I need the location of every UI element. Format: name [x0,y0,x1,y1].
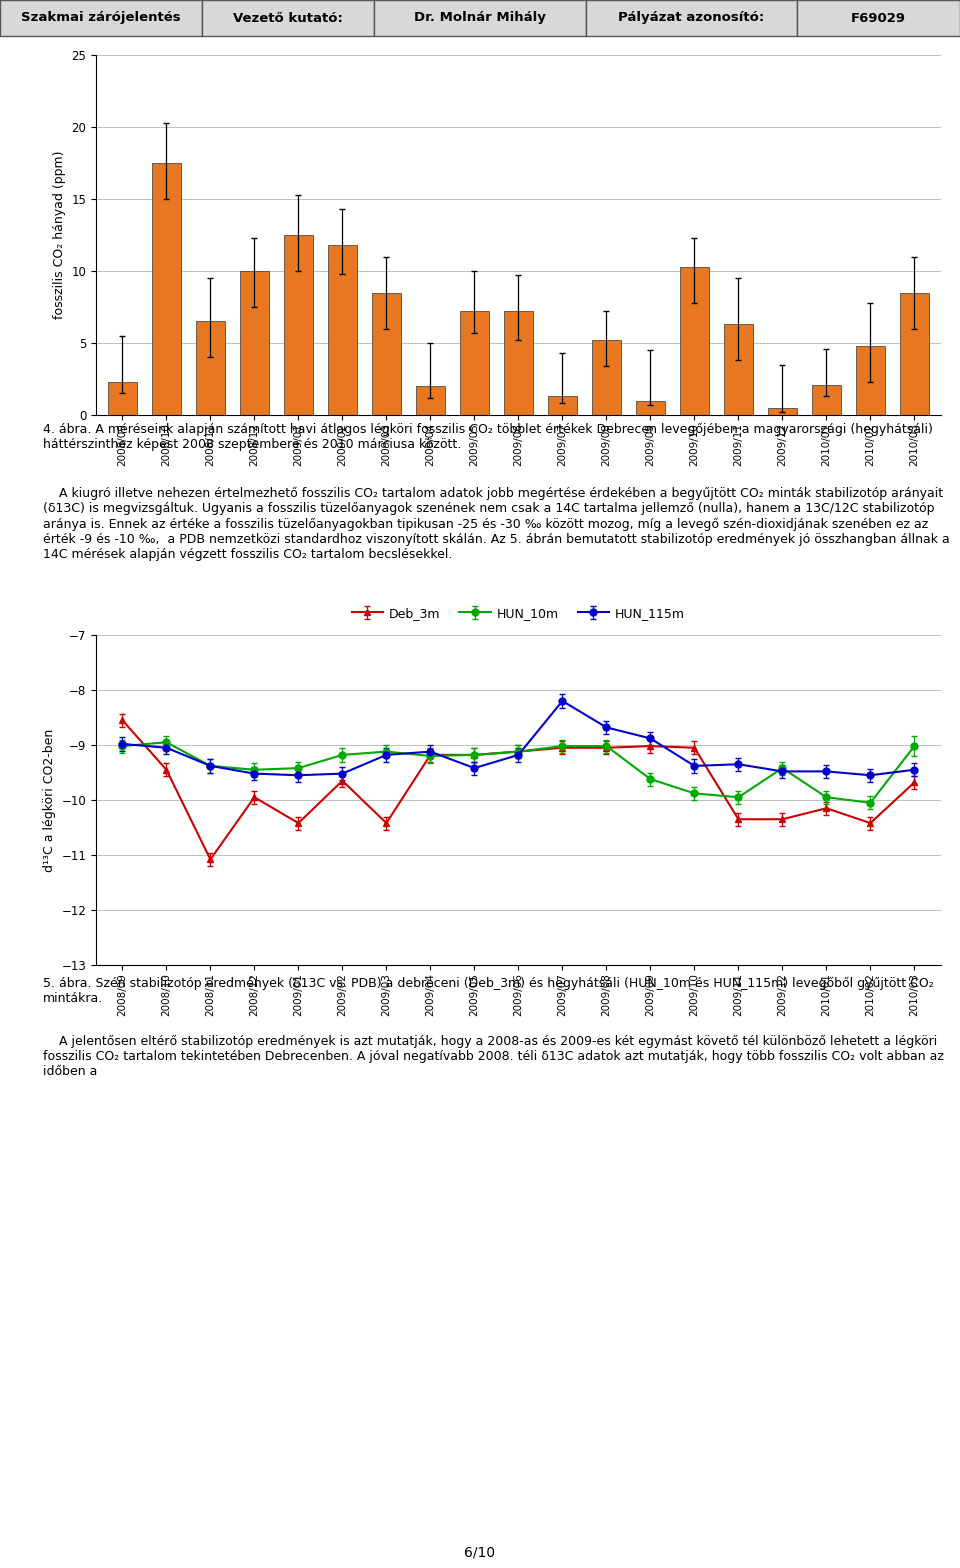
Bar [152,163,180,416]
Text: Vezető kutató:: Vezető kutató: [233,11,343,25]
Text: Pályázat azonosító:: Pályázat azonosító: [618,11,764,25]
Bar [374,0,586,36]
Bar [328,245,357,416]
Bar [592,340,621,416]
Bar [856,347,885,416]
Text: 6/10: 6/10 [465,1544,495,1559]
Bar [586,0,797,36]
Bar [680,267,708,416]
Text: A jelentősen eltérő stabilizotóp eredmények is azt mutatják, hogy a 2008-as és 2: A jelentősen eltérő stabilizotóp eredmén… [43,1035,944,1079]
Text: A kiugró illetve nehezen értelmezhető fosszilis CO₂ tartalom adatok jobb megérté: A kiugró illetve nehezen értelmezhető fo… [43,488,950,560]
Legend: Deb_3m, HUN_10m, HUN_115m: Deb_3m, HUN_10m, HUN_115m [347,602,690,624]
Bar [768,408,797,416]
Bar [724,325,753,416]
Y-axis label: d¹³C a légköri CO2-ben: d¹³C a légköri CO2-ben [43,729,56,872]
Text: 5. ábra. Szén stabilizotóp eredmények (δ13C vs. PDB) a debreceni (Deb_3m) és heg: 5. ábra. Szén stabilizotóp eredmények (δ… [43,977,934,1005]
Bar [0,0,202,36]
Bar [196,321,225,416]
Bar [108,383,136,416]
Bar [636,400,664,416]
Bar [812,384,841,416]
Bar [504,312,533,416]
Bar [416,386,444,416]
Bar [240,271,269,416]
Bar [797,0,960,36]
Bar [372,293,400,416]
Text: F69029: F69029 [851,11,906,25]
Bar [548,397,577,416]
Bar [460,312,489,416]
Bar [900,293,928,416]
Text: Szakmai zárójelentés: Szakmai zárójelentés [21,11,180,25]
Y-axis label: fosszilis CO₂ hányad (ppm): fosszilis CO₂ hányad (ppm) [53,151,66,320]
Bar [284,235,313,416]
Text: Dr. Molnár Mihály: Dr. Molnár Mihály [414,11,546,25]
Text: 4. ábra. A méréseink alapján számított havi átlagos légköri fosszilis CO₂ többle: 4. ábra. A méréseink alapján számított h… [43,423,933,452]
Bar [202,0,374,36]
